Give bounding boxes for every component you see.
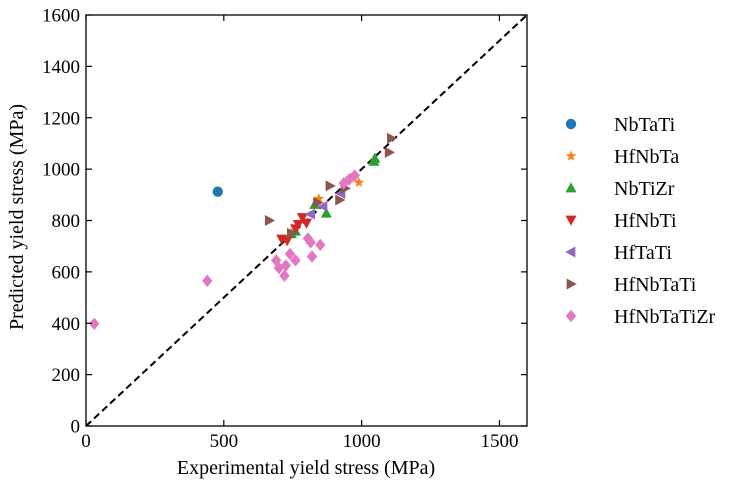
legend-marker [565,215,577,226]
y-tick-label: 1200 [42,108,80,129]
legend-label: HfNbTa [614,146,679,168]
y-tick-label: 1400 [42,57,80,78]
data-point [202,274,213,288]
legend-item: NbTiZr [565,178,675,200]
data-point [387,132,398,144]
data-point [320,207,332,218]
x-tick-label: 1000 [343,431,381,452]
data-point [286,227,298,239]
y-tick-label: 800 [52,211,81,232]
data-point [313,197,324,209]
legend-item: NbTaTi [565,114,676,136]
data-point [279,269,290,282]
y-tick-label: 0 [71,417,81,438]
legend-item: HfNbTaTiZr [565,306,716,328]
data-point [292,220,304,231]
series-hfnbtati [264,132,398,239]
data-point [296,213,308,224]
data-point [212,186,223,197]
x-tick-label: 1500 [480,431,518,452]
x-axis-ticks: 0 500 1000 1500 [81,15,518,452]
legend-marker [565,309,577,323]
data-point [280,259,292,272]
data-point [281,236,293,247]
y-tick-label: 600 [52,262,81,283]
legend-label: HfNbTaTiZr [614,306,716,328]
legend-marker [565,246,576,258]
legend-marker [565,182,577,193]
data-point [89,317,100,330]
legend-label: NbTiZr [614,178,675,200]
data-point [349,169,360,182]
y-tick-label: 1000 [42,160,80,181]
legend-marker [565,150,577,161]
data-point [384,146,395,158]
y-tick-label: 1600 [42,6,80,27]
legend-marker [566,278,577,290]
data-point [313,193,325,204]
data-point [264,214,276,227]
legend-marker [565,118,577,130]
x-axis-label: Experimental yield stress (MPa) [177,457,435,479]
data-point [300,218,313,229]
data-point [304,208,315,220]
data-point [325,180,336,192]
y-axis-label: Predicted yield stress (MPa) [6,104,28,330]
legend-label: NbTaTi [614,114,676,136]
x-tick-label: 0 [81,431,91,452]
x-tick-label: 500 [210,431,239,452]
series-hfnbti [276,213,313,247]
data-point [317,200,328,212]
legend: NbTaTi HfNbTa NbTiZr HfNbTi HfTaTi HfNbTaTi Hf… [565,114,716,328]
data-point [369,152,381,163]
legend-item: HfNbTi [565,210,677,232]
legend-item: HfNbTaTi [566,274,697,296]
data-point [306,250,318,263]
data-point [335,194,346,206]
legend-item: HfNbTa [565,146,679,168]
y-axis-ticks: 0 200 400 600 800 1000 1200 1400 1600 [42,6,527,438]
data-point [284,247,296,261]
legend-item: HfTaTi [565,242,672,264]
y-tick-label: 400 [52,314,81,335]
y-tick-label: 200 [52,365,81,386]
data-point [353,176,365,188]
data-point [305,236,316,249]
legend-label: HfTaTi [614,242,672,264]
series-hfnbtatizr [89,169,360,330]
data-point [290,254,301,267]
data-point [315,238,326,252]
legend-label: HfNbTaTi [614,274,697,296]
plot-area [85,14,528,427]
series-nbtati [212,186,223,197]
legend-label: HfNbTi [614,210,677,232]
